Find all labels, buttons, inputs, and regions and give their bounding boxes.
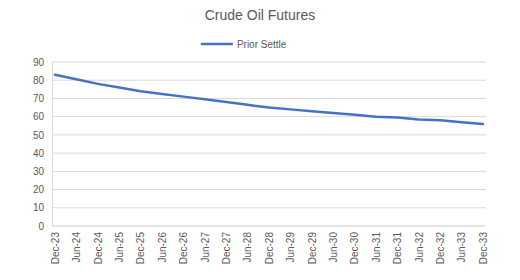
x-tick-label: Jun-24 (71, 232, 82, 263)
x-tick-label: Dec-28 (264, 232, 275, 265)
x-tick: Dec-30 (349, 226, 360, 264)
y-tick: 30 (33, 166, 52, 177)
y-tick: 10 (33, 202, 52, 213)
x-tick-label: Dec-27 (221, 232, 232, 265)
y-tick-label: 10 (33, 202, 45, 213)
x-tick: Jun-31 (371, 226, 382, 263)
x-tick-label: Jun-31 (371, 232, 382, 263)
grid-line (52, 226, 486, 227)
x-tick-label: Dec-33 (478, 232, 489, 265)
x-axis-line (52, 226, 486, 227)
y-tick: 20 (33, 184, 52, 195)
legend-swatch (202, 43, 232, 46)
x-tick: Jun-33 (456, 226, 467, 263)
y-tick-label: 0 (38, 221, 44, 232)
x-tick-label: Jun-28 (242, 232, 253, 263)
chart: Crude Oil Futures 0 10 20 30 40 50 60 70 80 90 Dec-… (0, 0, 520, 280)
x-tick: Jun-24 (71, 226, 82, 263)
grid-line (52, 134, 486, 135)
y-tick: 50 (33, 130, 52, 141)
x-tick-label: Dec-24 (93, 232, 104, 265)
x-tick: Dec-29 (307, 226, 318, 264)
x-tick: Dec-28 (264, 226, 275, 264)
y-tick: 0 (38, 221, 52, 232)
x-tick: Jun-30 (328, 226, 339, 263)
x-tick: Dec-25 (135, 226, 146, 264)
legend: Prior Settle (202, 39, 287, 50)
y-axis: 0 10 20 30 40 50 60 70 80 90 (33, 57, 53, 232)
y-tick-label: 70 (33, 93, 45, 104)
series-line (55, 75, 483, 124)
grid-line (52, 80, 486, 81)
x-tick: Dec-31 (392, 226, 403, 264)
y-tick: 80 (33, 75, 52, 86)
x-tick-label: Jun-26 (157, 232, 168, 263)
plot-area (55, 75, 483, 124)
x-tick: Jun-32 (414, 226, 425, 263)
y-axis-line (52, 63, 53, 227)
x-tick: Jun-27 (200, 226, 211, 263)
y-tick-label: 30 (33, 166, 45, 177)
grid (52, 62, 486, 226)
x-tick: Dec-32 (435, 226, 446, 264)
x-tick-label: Dec-29 (307, 232, 318, 265)
grid-line (52, 189, 486, 190)
y-tick-label: 20 (33, 184, 45, 195)
grid-line (52, 153, 486, 154)
y-tick-label: 80 (33, 75, 45, 86)
x-tick-label: Jun-27 (200, 232, 211, 263)
x-tick: Dec-24 (93, 226, 104, 264)
y-tick-label: 60 (33, 111, 45, 122)
x-tick: Jun-26 (157, 226, 168, 263)
y-tick-label: 90 (33, 57, 45, 68)
y-tick: 40 (33, 148, 52, 159)
x-tick-label: Dec-25 (135, 232, 146, 265)
y-tick: 60 (33, 111, 52, 122)
x-tick-label: Jun-25 (114, 232, 125, 263)
x-tick-label: Jun-33 (456, 232, 467, 263)
x-tick-label: Jun-29 (285, 232, 296, 263)
grid-line (52, 171, 486, 172)
chart-title: Crude Oil Futures (205, 7, 315, 23)
x-tick: Jun-29 (285, 226, 296, 263)
legend-item: Prior Settle (202, 39, 287, 50)
grid-line (52, 207, 486, 208)
x-tick-label: Dec-31 (392, 232, 403, 265)
x-tick-label: Dec-23 (50, 232, 61, 265)
y-tick-label: 50 (33, 130, 45, 141)
y-tick: 70 (33, 93, 52, 104)
grid-line (52, 62, 486, 63)
y-tick-label: 40 (33, 148, 45, 159)
x-tick: Jun-28 (242, 226, 253, 263)
x-tick: Jun-25 (114, 226, 125, 263)
x-tick: Dec-23 (50, 226, 61, 264)
grid-line (52, 116, 486, 117)
x-tick-label: Dec-32 (435, 232, 446, 265)
x-tick-label: Jun-32 (414, 232, 425, 263)
x-axis: Dec-23 Jun-24 Dec-24 Jun-25 Dec-25 Jun-26 Dec-… (50, 226, 489, 264)
y-tick: 90 (33, 57, 52, 68)
x-tick: Dec-27 (221, 226, 232, 264)
x-tick: Dec-33 (478, 226, 489, 264)
x-tick-label: Jun-30 (328, 232, 339, 263)
x-tick-label: Dec-26 (178, 232, 189, 265)
legend-label: Prior Settle (237, 39, 287, 50)
grid-line (52, 98, 486, 99)
x-tick: Dec-26 (178, 226, 189, 264)
x-tick-label: Dec-30 (349, 232, 360, 265)
